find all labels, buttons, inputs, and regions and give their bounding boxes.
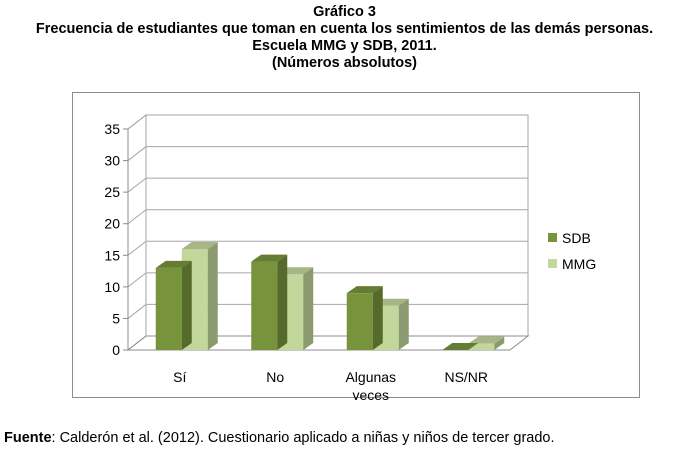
y-tick-label: 0: [112, 342, 120, 358]
bar-mmg-top: [468, 336, 505, 344]
x-tick-label: veces: [352, 387, 389, 403]
x-tick-label: NS/NR: [444, 369, 488, 385]
figure-number: Gráfico 3: [313, 4, 376, 20]
bar-mmg-side: [398, 298, 409, 350]
y-tick-label: 30: [104, 153, 120, 169]
bar-sdb-top: [251, 254, 288, 262]
gridline-side: [127, 177, 147, 193]
gridline-side: [127, 209, 147, 225]
source-label: Fuente: [4, 430, 52, 446]
bar-mmg-side: [303, 267, 314, 350]
y-tick-label: 10: [104, 279, 120, 295]
bar-sdb-top: [442, 343, 479, 350]
y-tick-label: 5: [112, 310, 120, 326]
y-tick-label: 35: [104, 121, 120, 137]
gridline-side: [127, 240, 147, 256]
y-tick-label: 15: [104, 247, 120, 263]
gridline-side: [127, 304, 147, 319]
bar-sdb-top: [346, 286, 383, 294]
bar-sdb-side: [372, 286, 383, 350]
bar-sdb-side: [181, 260, 192, 350]
legend-label-mmg: MMG: [562, 256, 596, 272]
chart-title: Frecuencia de estudiantes que toman en c…: [35, 21, 654, 37]
bar-sdb-front: [155, 267, 182, 350]
chart-subtitle-school: Escuela MMG y SDB, 2011.: [252, 38, 437, 54]
bar-mmg-top: [181, 241, 218, 249]
source-note: Fuente: Calderón et al. (2012). Cuestion…: [4, 430, 555, 446]
chart-title-block: Gráfico 3 Frecuencia de estudiantes que …: [0, 4, 689, 72]
y-tick-label: 20: [104, 216, 120, 232]
bar-sdb-front: [251, 261, 278, 350]
x-tick-label: No: [266, 369, 284, 385]
bar-mmg-side: [494, 336, 505, 350]
y-tick-label: 25: [104, 184, 120, 200]
side-wall: [127, 113, 147, 352]
gridline-side: [127, 272, 147, 288]
legend-label-sdb: SDB: [562, 230, 591, 246]
gridline-side: [127, 114, 147, 130]
legend-swatch-mmg: [548, 259, 557, 268]
gridline-side: [127, 146, 147, 161]
legend-swatch-sdb: [548, 233, 557, 242]
bar-mmg-side: [207, 241, 218, 350]
bar-sdb-top: [155, 260, 192, 268]
bar-sdb-side: [277, 254, 288, 350]
source-text: : Calderón et al. (2012). Cuestionario a…: [51, 430, 555, 446]
x-tick-label: Algunas: [345, 369, 396, 385]
bar-mmg-front: [468, 343, 495, 350]
chart-subtitle-units: (Números absolutos): [271, 55, 417, 71]
bar-sdb-front: [346, 293, 373, 350]
x-tick-label: Sí: [173, 369, 186, 385]
